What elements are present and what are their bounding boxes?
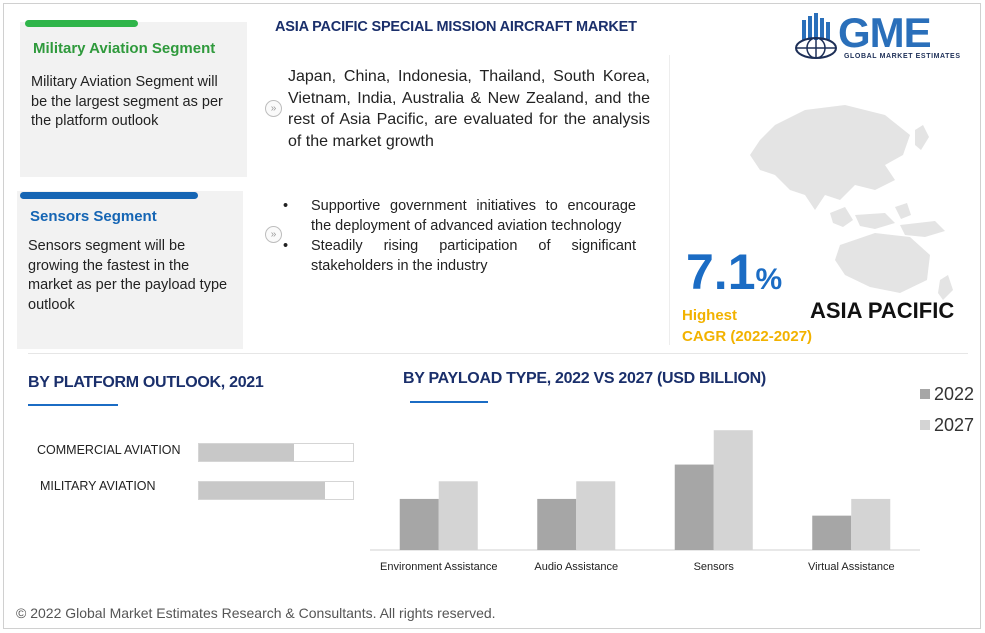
x-tick-label: Sensors: [694, 561, 735, 573]
legend-label: 2027: [934, 415, 975, 435]
sensors-card-text: Sensors segment will be growing the fast…: [28, 238, 228, 313]
payload-bar-chart: Environment Assistance Audio Assistance Se…: [370, 430, 920, 573]
bar-2027-sensors: [713, 430, 753, 550]
bar-2022-environment-assistance: [399, 498, 439, 550]
page-title: ASIA PACIFIC SPECIAL MISSION AIRCRAFT MA…: [275, 19, 637, 35]
x-tick-label: Virtual Assistance: [808, 561, 895, 573]
regions-paragraph: Japan, China, Indonesia, Thailand, South…: [288, 68, 650, 150]
payload-chart-title: BY PAYLOAD TYPE, 2022 VS 2027 (USD BILLI…: [403, 370, 766, 387]
platform-bar-track: [198, 443, 354, 462]
bar-2022-virtual-assistance: [812, 515, 852, 550]
military-card-title: Military Aviation Segment: [33, 40, 216, 57]
payload-title-underline: [410, 401, 488, 403]
cagr-number: 7.1: [686, 244, 756, 300]
legend-item-2022: 2022: [920, 384, 974, 405]
sensors-card-title: Sensors Segment: [30, 208, 157, 225]
bar-2027-audio-assistance: [576, 481, 616, 550]
asia-pacific-map-icon: [750, 105, 953, 300]
commercial-aviation-bar: [199, 444, 295, 461]
list-item: • Supportive government initiatives to en…: [283, 196, 636, 236]
driver-text: Steadily rising participation of signifi…: [311, 238, 636, 274]
military-aviation-bar: [199, 482, 326, 499]
platform-outlook-title: BY PLATFORM OUTLOOK, 2021: [28, 374, 264, 391]
logo-wordmark: GME: [838, 9, 932, 56]
chevron-right-icon: »: [265, 100, 282, 117]
cagr-unit: %: [755, 263, 783, 296]
bar-2027-environment-assistance: [438, 481, 478, 550]
legend-label: 2022: [934, 384, 975, 404]
platform-bar-label: COMMERCIAL AVIATION: [37, 443, 181, 457]
bar-2022-audio-assistance: [537, 498, 577, 550]
horizontal-divider: [28, 353, 968, 354]
x-tick-label: Environment Assistance: [380, 561, 497, 573]
chevron-right-icon: »: [265, 226, 282, 243]
legend-item-2027: 2027: [920, 415, 974, 436]
legend-swatch: [920, 389, 930, 399]
logo-subtitle: GLOBAL MARKET ESTIMATES: [844, 53, 961, 60]
x-tick-label: Audio Assistance: [534, 561, 618, 573]
platform-title-underline: [28, 404, 118, 406]
bar-2027-virtual-assistance: [851, 498, 891, 550]
military-card-text: Military Aviation Segment will be the la…: [31, 74, 223, 129]
gme-logo: GME GLOBAL MARKET ESTIMATES: [792, 9, 970, 64]
region-label: ASIA PACIFIC: [810, 298, 955, 323]
list-item: • Steadily rising participation of signif…: [283, 236, 636, 276]
sensors-segment-card: [17, 191, 243, 349]
military-card-accent: [25, 20, 138, 27]
bullet-dot: •: [283, 238, 289, 254]
bullet-dot: •: [283, 198, 289, 214]
legend-swatch: [920, 420, 930, 430]
platform-bar-label: MILITARY AVIATION: [40, 479, 156, 493]
vertical-divider: [669, 55, 670, 345]
driver-text: Supportive government initiatives to enc…: [311, 198, 636, 234]
sensors-card-accent: [20, 192, 198, 199]
drivers-list: • Supportive government initiatives to en…: [283, 196, 636, 276]
cagr-label-highest: Highest: [682, 307, 738, 324]
copyright-footer: © 2022 Global Market Estimates Research …: [16, 605, 496, 621]
cagr-label-period: CAGR (2022-2027): [682, 328, 813, 345]
cagr-value: 7.1%: [686, 243, 782, 301]
platform-bar-track: [198, 481, 354, 500]
bar-2022-sensors: [674, 464, 714, 550]
military-segment-card: [20, 22, 247, 177]
globe-icon: [795, 13, 837, 59]
